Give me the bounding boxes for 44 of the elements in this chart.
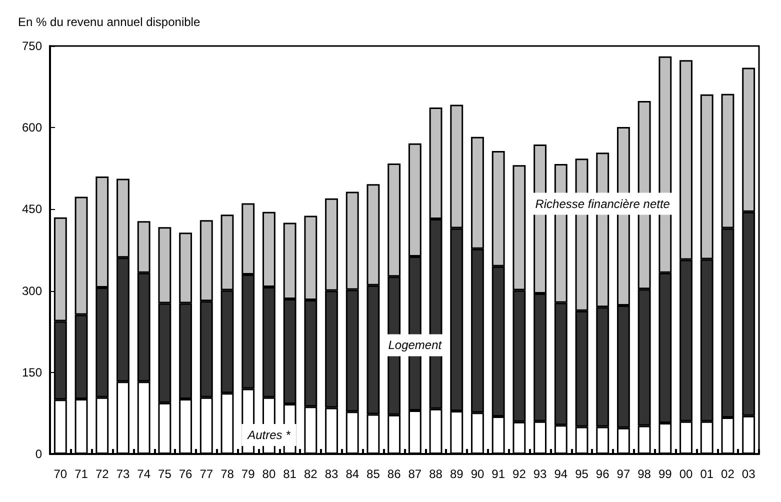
- y-tick-label: 450: [22, 202, 42, 216]
- y-tick-label: 600: [22, 120, 42, 135]
- x-tick-label: 79: [241, 467, 256, 481]
- x-tick-label: 87: [408, 467, 422, 481]
- x-tick-label: 81: [283, 467, 297, 481]
- x-tick-label: 96: [596, 467, 610, 481]
- x-tick-label: 02: [721, 467, 735, 481]
- x-tick-label: 01: [700, 467, 714, 481]
- x-tick-label: 74: [137, 467, 151, 481]
- x-tick-label: 77: [200, 467, 214, 481]
- x-tick-label: 97: [616, 467, 630, 481]
- x-tick-label: 92: [512, 467, 526, 481]
- x-tick-label: 89: [450, 467, 464, 481]
- x-tick-label: 90: [470, 467, 484, 481]
- x-tick-label: 73: [116, 467, 130, 481]
- x-tick-label: 94: [554, 467, 568, 481]
- y-tick-label: 750: [22, 39, 42, 53]
- x-tick-label: 95: [575, 467, 589, 481]
- x-tick-label: 71: [74, 467, 88, 481]
- y-tick-label: 300: [22, 284, 42, 298]
- annotation: Logement: [388, 338, 442, 352]
- x-tick-label: 88: [429, 467, 443, 481]
- x-tick-label: 03: [742, 467, 756, 481]
- x-tick-label: 93: [533, 467, 548, 481]
- x-tick-label: 70: [54, 467, 68, 481]
- x-tick-label: 91: [492, 467, 506, 481]
- x-tick-label: 78: [220, 467, 234, 481]
- annotation: Autres *: [246, 428, 291, 442]
- x-tick-label: 75: [158, 467, 172, 481]
- x-tick-label: 82: [304, 467, 318, 481]
- y-tick-label: 150: [22, 365, 42, 380]
- x-tick-label: 83: [324, 467, 339, 481]
- x-tick-label: 84: [346, 467, 360, 481]
- x-tick-label: 85: [366, 467, 380, 481]
- annotation: Richesse financière nette: [535, 196, 670, 211]
- x-tick-label: 80: [262, 467, 276, 481]
- x-tick-label: 76: [178, 467, 193, 481]
- x-tick-label: 86: [387, 467, 402, 481]
- y-tick-label: 0: [35, 447, 42, 461]
- x-tick-label: 98: [638, 467, 652, 481]
- x-tick-label: 99: [658, 467, 672, 481]
- x-tick-label: 72: [95, 467, 110, 481]
- x-tick-label: 00: [679, 467, 694, 481]
- y-axis-title: En % du revenu annuel disponible: [18, 15, 200, 29]
